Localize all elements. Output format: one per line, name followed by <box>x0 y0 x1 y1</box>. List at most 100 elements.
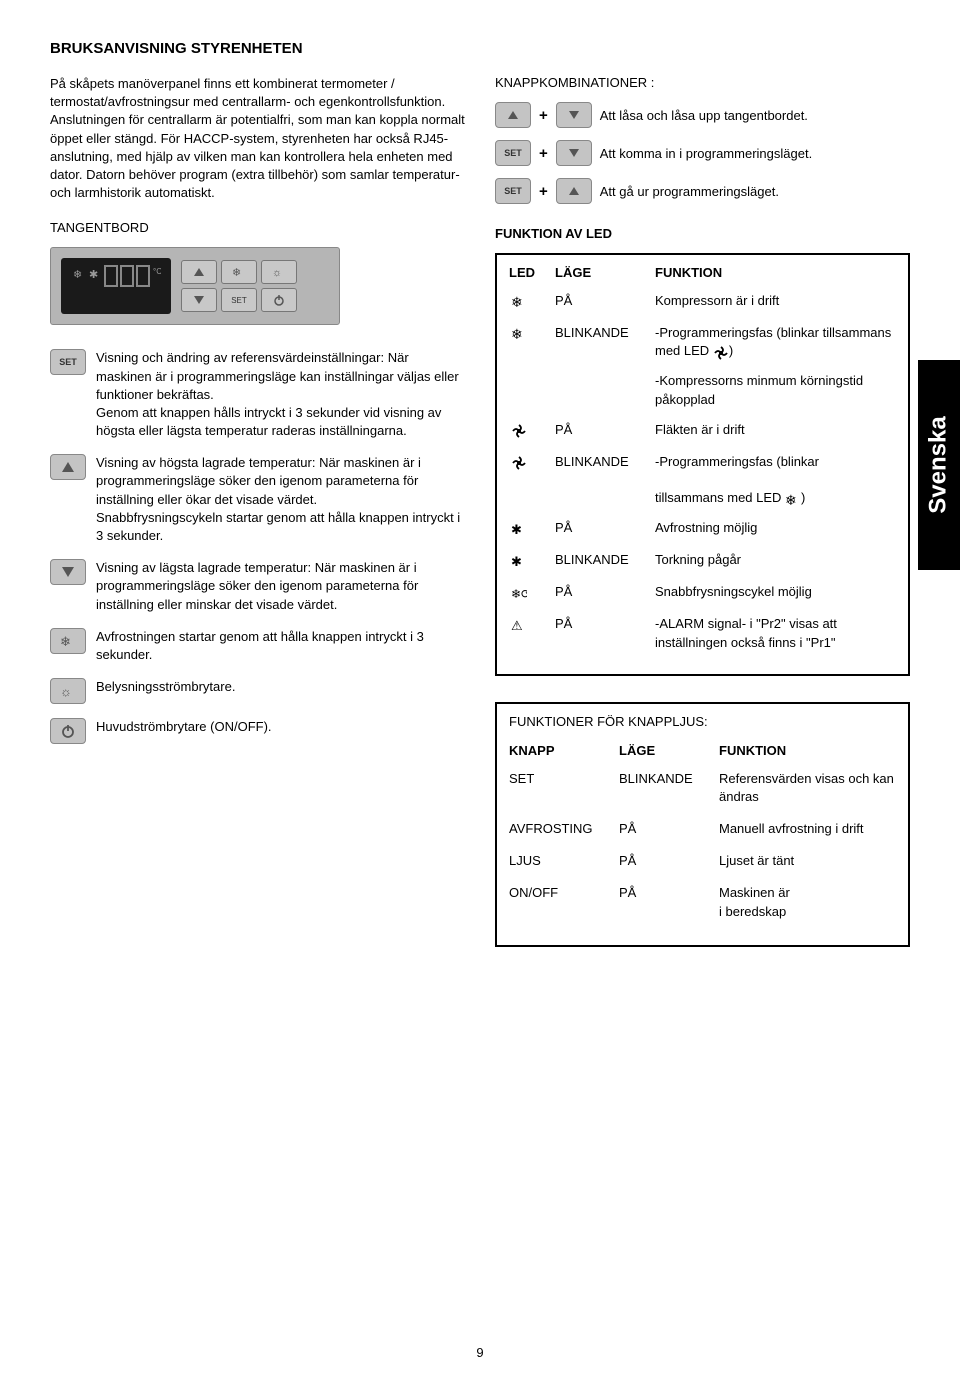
desc-row-light: ☼ Belysningsströmbrytare. <box>50 678 465 704</box>
combo-text: Att gå ur programmeringsläget. <box>600 184 779 199</box>
panel-btn-set: SET <box>221 288 257 312</box>
led-row: PÅFläkten är i drift <box>509 421 896 441</box>
desc-row-up: Visning av högsta lagrade temperatur: Nä… <box>50 454 465 545</box>
led-icon-cell <box>509 421 555 441</box>
page-title: BRUKSANVISNING STYRENHETEN <box>50 40 910 57</box>
led-header-func: FUNKTION <box>655 265 896 280</box>
desc-text: Visning och ändring av referensvärdeinst… <box>96 349 465 440</box>
light-icon: ☼ <box>50 678 86 704</box>
svg-text:☼: ☼ <box>272 267 282 278</box>
led-icon-cell: ⚠ <box>509 615 555 651</box>
knapp-row: AVFROSTINGPÅManuell avfrostning i drift <box>509 820 896 838</box>
led-func-cell: Fläkten är i drift <box>655 421 896 441</box>
svg-text:❄: ❄ <box>60 634 71 648</box>
page-number: 9 <box>476 1345 483 1360</box>
panel-btn-power <box>261 288 297 312</box>
knapp-table-header: KNAPP LÄGE FUNKTION <box>509 743 896 758</box>
knapp-func-cell: Referensvärden visas och kan ändras <box>719 770 896 806</box>
svg-text:⚠: ⚠ <box>511 618 523 633</box>
svg-text:❄: ❄ <box>232 267 241 278</box>
knapp-header-mode: LÄGE <box>619 743 719 758</box>
led-func-cell: Kompressorn är i drift <box>655 292 896 312</box>
up-arrow-icon <box>495 102 531 128</box>
led-func-cell: Torkning pågår <box>655 551 896 571</box>
knapp-cell: ON/OFF <box>509 884 619 920</box>
led-icon-cell <box>509 372 555 408</box>
led-mode-cell <box>555 372 655 408</box>
plus-icon: + <box>539 145 548 162</box>
svg-text:✱: ✱ <box>89 269 98 281</box>
power-icon <box>50 718 86 744</box>
down-arrow-icon <box>556 140 592 166</box>
led-icon-cell <box>509 453 555 508</box>
desc-row-down: Visning av lägsta lagrade temperatur: Nä… <box>50 559 465 614</box>
led-row: BLINKANDE-Programmeringsfas (blinkar til… <box>509 453 896 508</box>
knapp-mode-cell: PÅ <box>619 820 719 838</box>
knapp-cell: AVFROSTING <box>509 820 619 838</box>
desc-text: Huvudströmbrytare (ON/OFF). <box>96 718 272 736</box>
panel-btn-defrost: ❄ <box>221 260 257 284</box>
knapp-cell: LJUS <box>509 852 619 870</box>
knapp-row: ON/OFFPÅMaskinen är i beredskap <box>509 884 896 920</box>
cycle-icon: ❄⟳ <box>509 583 529 603</box>
knapp-header-func: FUNKTION <box>719 743 896 758</box>
snow-icon: ❄ <box>509 292 529 312</box>
svg-text:❄⟳: ❄⟳ <box>511 587 527 601</box>
knappkomb-heading: KNAPPKOMBINATIONER : <box>495 75 910 90</box>
knapp-row: LJUSPÅLjuset är tänt <box>509 852 896 870</box>
knapp-mode-cell: PÅ <box>619 852 719 870</box>
knapp-table: FUNKTIONER FÖR KNAPPLJUS: KNAPP LÄGE FUN… <box>495 702 910 947</box>
alarm-icon: ⚠ <box>509 615 529 635</box>
desc-row-power: Huvudströmbrytare (ON/OFF). <box>50 718 465 744</box>
led-row: ❄ PÅKompressorn är i drift <box>509 292 896 312</box>
panel-btn-up <box>181 260 217 284</box>
led-icon-cell: ✱ <box>509 519 555 539</box>
desc-row-set: SET Visning och ändring av referensvärde… <box>50 349 465 440</box>
svg-text:❄: ❄ <box>73 269 82 281</box>
led-row: ✱ BLINKANDETorkning pågår <box>509 551 896 571</box>
desc-row-defrost: ❄ Avfrostningen startar genom att hålla … <box>50 628 465 664</box>
led-icon-cell: ❄⟳ <box>509 583 555 603</box>
led-mode-cell: BLINKANDE <box>555 551 655 571</box>
knapp-func-cell: Maskinen är i beredskap <box>719 884 896 920</box>
svg-text:☼: ☼ <box>60 684 72 698</box>
led-icon-cell: ❄ <box>509 292 555 312</box>
snow-icon: ❄ <box>509 324 529 344</box>
led-row: ❄BLINKANDE-Programmeringsfas (blinkar ti… <box>509 324 896 360</box>
knapp-header-knapp: KNAPP <box>509 743 619 758</box>
svg-text:❄: ❄ <box>511 294 523 310</box>
defrost-icon: ❄ <box>50 628 86 654</box>
set-icon: SET <box>495 140 531 166</box>
fan-icon <box>509 453 529 473</box>
led-table: LED LÄGE FUNKTION ❄PÅKompressorn är i dr… <box>495 253 910 676</box>
svg-text:°C: °C <box>153 267 161 276</box>
led-table-header: LED LÄGE FUNKTION <box>509 265 896 280</box>
led-icon-cell: ✱ <box>509 551 555 571</box>
combo-text: Att låsa och låsa upp tangentbordet. <box>600 108 808 123</box>
svg-text:❄: ❄ <box>785 492 797 508</box>
led-mode-cell: PÅ <box>555 615 655 651</box>
combo-row-lock: + Att låsa och låsa upp tangentbordet. <box>495 102 910 128</box>
led-row: ✱PÅAvfrostning möjlig <box>509 519 896 539</box>
combo-row-exit-prog: SET + Att gå ur programmeringsläget. <box>495 178 910 204</box>
control-panel-illustration: ❄ ✱ °C ❄ ☼ <box>50 247 340 325</box>
led-header-mode: LÄGE <box>555 265 655 280</box>
knapp-mode-cell: BLINKANDE <box>619 770 719 806</box>
led-mode-cell: BLINKANDE <box>555 453 655 508</box>
plus-icon: + <box>539 183 548 200</box>
language-tab: Svenska <box>918 360 960 570</box>
led-func-cell: -Programmeringsfas (blinkar tillsammans … <box>655 324 896 360</box>
led-mode-cell: PÅ <box>555 519 655 539</box>
combo-row-enter-prog: SET + Att komma in i programmeringsläget… <box>495 140 910 166</box>
knapp-cell: SET <box>509 770 619 806</box>
fan-icon <box>509 421 529 441</box>
desc-text: Avfrostningen startar genom att hålla kn… <box>96 628 465 664</box>
led-mode-cell: PÅ <box>555 292 655 312</box>
desc-text: Visning av högsta lagrade temperatur: Nä… <box>96 454 465 545</box>
right-column: KNAPPKOMBINATIONER : + Att låsa och låsa… <box>495 75 910 947</box>
snow-icon: ❄ <box>785 492 801 506</box>
set-icon: SET <box>50 349 86 375</box>
tangentbord-heading: TANGENTBORD <box>50 220 465 235</box>
svg-text:✱: ✱ <box>511 522 522 537</box>
defrost-icon: ✱ <box>509 551 529 571</box>
